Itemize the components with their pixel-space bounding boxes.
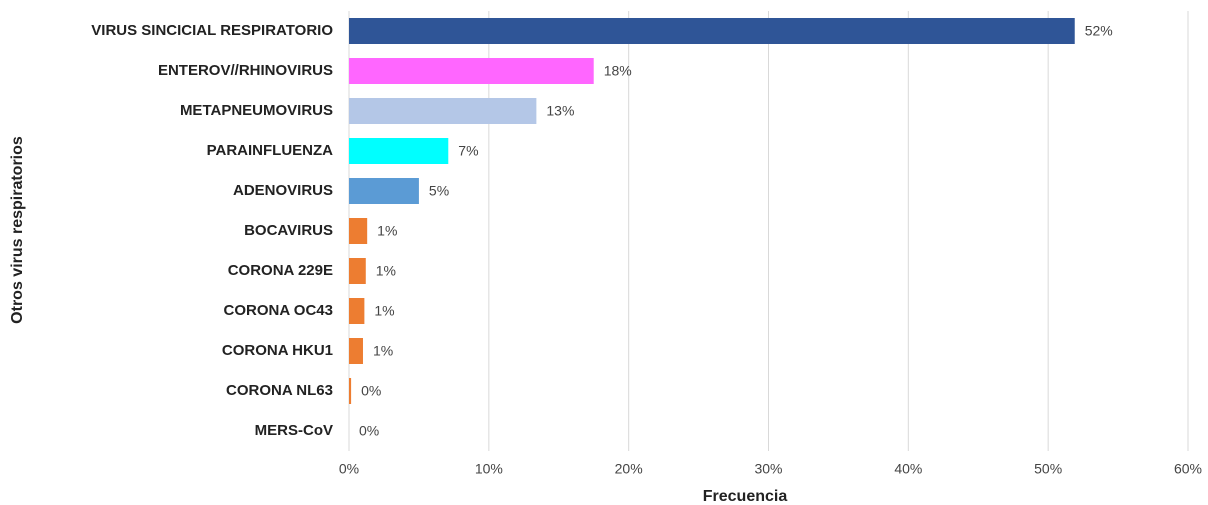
bar xyxy=(349,98,537,124)
y-tick-label: ADENOVIRUS xyxy=(233,182,333,199)
y-tick-label: CORONA NL63 xyxy=(226,382,333,399)
y-tick-label: METAPNEUMOVIRUS xyxy=(180,102,333,119)
bar xyxy=(349,58,594,84)
bar xyxy=(349,18,1075,44)
bar xyxy=(349,178,419,204)
x-tick-label: 0% xyxy=(339,461,359,477)
x-tick-label: 60% xyxy=(1174,461,1202,477)
y-tick-label: MERS-CoV xyxy=(255,422,333,439)
bar xyxy=(349,378,352,404)
value-label: 1% xyxy=(377,223,397,239)
y-tick-label: CORONA HKU1 xyxy=(222,342,333,359)
bar xyxy=(349,298,365,324)
bar xyxy=(349,338,363,364)
y-tick-label: BOCAVIRUS xyxy=(244,222,333,239)
y-tick-label: PARAINFLUENZA xyxy=(207,142,334,159)
x-tick-label: 40% xyxy=(894,461,922,477)
y-tick-label: CORONA OC43 xyxy=(224,302,333,319)
x-axis-title: Frecuencia xyxy=(703,488,788,505)
bar xyxy=(349,138,449,164)
value-label: 1% xyxy=(376,263,396,279)
y-tick-label: VIRUS SINCICIAL RESPIRATORIO xyxy=(91,22,333,39)
value-label: 1% xyxy=(374,303,394,319)
x-tick-label: 30% xyxy=(754,461,782,477)
value-label: 7% xyxy=(458,143,478,159)
x-tick-label: 20% xyxy=(615,461,643,477)
y-axis-title: Otros virus respiratorios xyxy=(9,136,26,324)
x-tick-label: 10% xyxy=(475,461,503,477)
value-label: 13% xyxy=(546,103,574,119)
value-label: 18% xyxy=(604,63,632,79)
bar xyxy=(349,218,368,244)
x-tick-label: 50% xyxy=(1034,461,1062,477)
value-label: 0% xyxy=(359,423,379,439)
y-tick-label: CORONA 229E xyxy=(228,262,333,279)
value-label: 0% xyxy=(361,383,381,399)
value-label: 5% xyxy=(429,183,449,199)
value-label: 52% xyxy=(1085,23,1113,39)
y-tick-label: ENTEROV//RHINOVIRUS xyxy=(158,62,333,79)
bar xyxy=(349,258,366,284)
value-label: 1% xyxy=(373,343,393,359)
